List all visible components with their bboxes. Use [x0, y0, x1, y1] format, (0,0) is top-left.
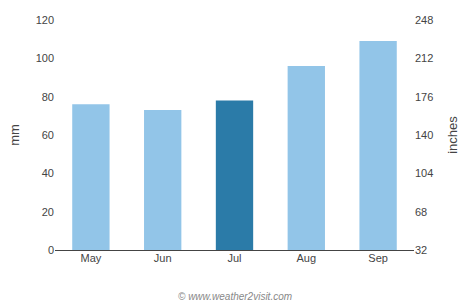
svg-text:120: 120 — [36, 14, 54, 26]
svg-text:40: 40 — [42, 167, 54, 179]
svg-text:80: 80 — [42, 91, 54, 103]
svg-text:60: 60 — [42, 129, 54, 141]
svg-text:248: 248 — [415, 14, 433, 26]
svg-text:© www.weather2visit.com: © www.weather2visit.com — [178, 291, 292, 302]
svg-text:May: May — [81, 252, 102, 264]
svg-text:Jun: Jun — [154, 252, 172, 264]
svg-text:176: 176 — [415, 91, 433, 103]
svg-text:212: 212 — [415, 52, 433, 64]
svg-text:inches: inches — [445, 116, 460, 154]
svg-text:32: 32 — [415, 244, 427, 256]
svg-text:104: 104 — [415, 167, 433, 179]
svg-text:Sep: Sep — [368, 252, 388, 264]
svg-text:20: 20 — [42, 206, 54, 218]
svg-text:100: 100 — [36, 52, 54, 64]
svg-text:0: 0 — [48, 244, 54, 256]
svg-text:Jul: Jul — [227, 252, 241, 264]
svg-text:Aug: Aug — [297, 252, 317, 264]
svg-text:140: 140 — [415, 129, 433, 141]
svg-text:68: 68 — [415, 206, 427, 218]
svg-text:mm: mm — [7, 124, 22, 146]
